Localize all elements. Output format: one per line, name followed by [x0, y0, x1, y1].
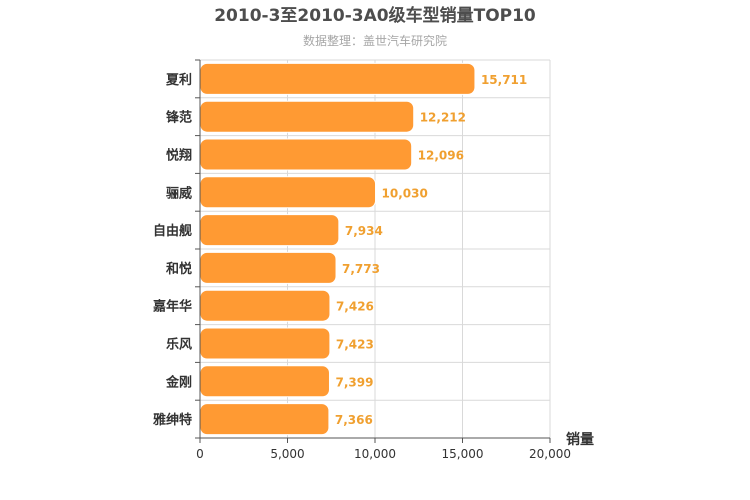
x-tick-label: 0 [196, 447, 204, 461]
chart-subtitle: 数据整理：盖世汽车研究院 [303, 33, 447, 48]
gridlines [200, 59, 551, 439]
category-label: 自由舰 [153, 223, 192, 239]
category-label: 悦翔 [166, 148, 192, 164]
data-label: 7,426 [336, 300, 374, 314]
data-labels: 15,711 12,212 12,096 10,030 7,934 7,773 7,426 7… [335, 73, 527, 427]
bar [199, 100, 415, 133]
category-label: 金刚 [165, 374, 192, 390]
category-label: 骊威 [166, 185, 192, 201]
bar [199, 62, 476, 95]
data-label: 10,030 [382, 186, 428, 200]
x-tick-label: 15,000 [442, 447, 484, 461]
bar [199, 365, 330, 398]
data-label: 7,423 [336, 338, 374, 352]
bar [199, 138, 413, 171]
category-label: 夏利 [165, 72, 192, 88]
x-tick-labels: 0 5,000 10,000 15,000 20,000 [196, 447, 571, 461]
bar [199, 251, 337, 284]
x-tick-label: 10,000 [354, 447, 396, 461]
x-tick-label: 5,000 [270, 447, 304, 461]
category-label: 和悦 [166, 261, 192, 277]
data-label: 7,773 [342, 262, 380, 276]
category-label: 雅绅特 [153, 412, 192, 428]
category-label: 乐风 [166, 337, 192, 353]
bar [199, 176, 377, 209]
data-label: 7,399 [335, 375, 373, 389]
x-tick-label: 20,000 [529, 447, 571, 461]
data-label: 12,212 [420, 111, 466, 125]
bar [199, 327, 331, 360]
chart-title: 2010-3至2010-3A0级车型销量TOP10 [214, 5, 536, 26]
category-label: 锋范 [166, 110, 192, 126]
data-label: 15,711 [481, 73, 527, 87]
bar [199, 289, 331, 322]
data-label: 12,096 [418, 149, 464, 163]
data-label: 7,366 [335, 413, 373, 427]
axes [195, 59, 551, 443]
category-label: 嘉年华 [152, 299, 192, 315]
data-label: 7,934 [345, 224, 383, 238]
bar [199, 214, 340, 247]
bar [199, 403, 330, 436]
x-axis-title: 销量 [566, 431, 594, 448]
